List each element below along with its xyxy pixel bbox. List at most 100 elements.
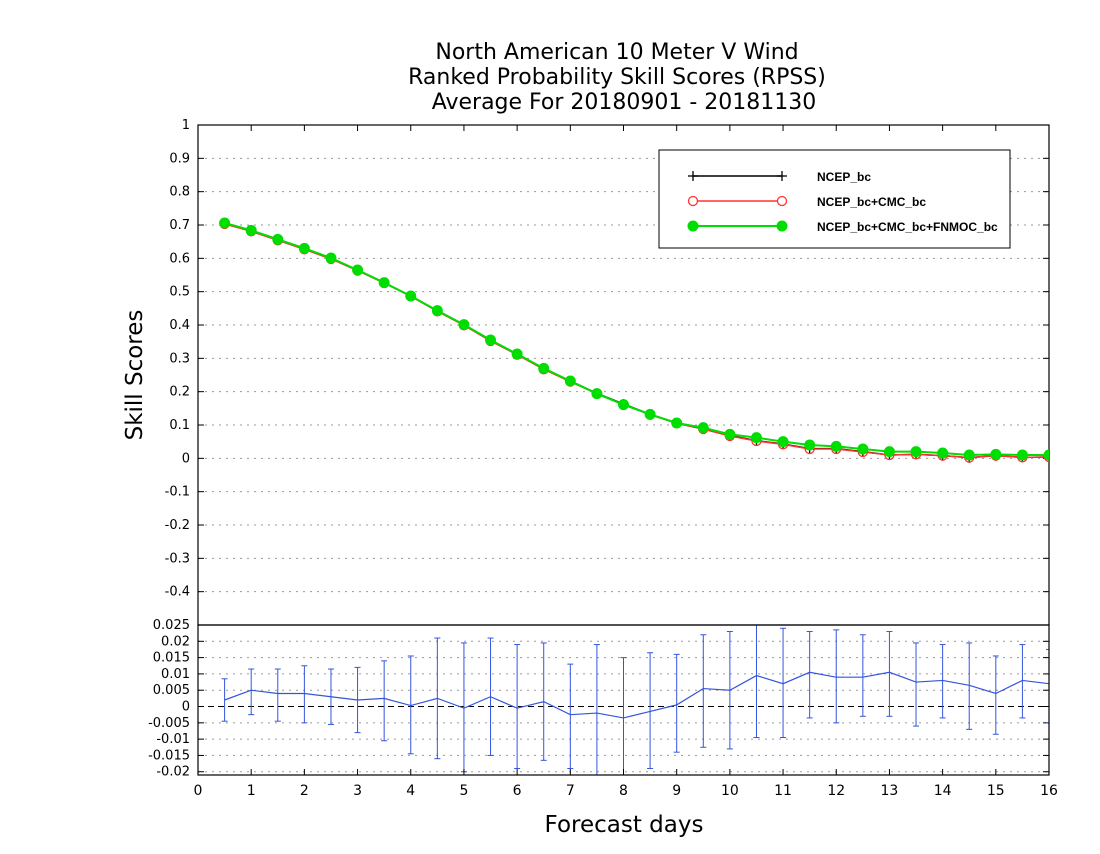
y-tick-label-diff: -0.02	[156, 765, 190, 780]
data-point	[378, 277, 390, 289]
chart-title-line-2: Ranked Probability Skill Scores (RPSS)	[408, 65, 826, 90]
y-tick-label: -0.4	[165, 585, 190, 600]
y-tick-label: 0	[182, 451, 190, 466]
y-tick-label-diff: 0.015	[153, 651, 190, 666]
error-bar	[381, 660, 388, 742]
data-point	[618, 399, 629, 411]
error-bar	[274, 668, 281, 722]
y-tick-label: 0.5	[169, 285, 190, 300]
y-tick-label-diff: 0.01	[161, 667, 190, 682]
error-bar	[620, 657, 627, 775]
data-point	[937, 447, 949, 459]
data-point	[804, 439, 816, 451]
legend: NCEP_bc NCEP_bc+CMC_bc NCEP_bc+CMC_bc+FN…	[658, 149, 1011, 249]
error-bar	[593, 644, 600, 775]
data-point	[485, 334, 497, 346]
data-point	[671, 417, 683, 429]
y-tick-label-diff: -0.01	[156, 732, 190, 747]
data-point	[219, 217, 231, 229]
error-bar	[407, 655, 414, 755]
y-tick-label-diff: 0.025	[153, 618, 190, 633]
data-point	[511, 348, 523, 360]
data-point	[857, 443, 869, 455]
difference-panel: -0.02-0.015-0.01-0.00500.0050.010.0150.0…	[148, 618, 1058, 799]
data-point	[538, 362, 550, 374]
data-point	[724, 428, 736, 440]
chart-title-line-1: North American 10 Meter V Wind	[435, 40, 798, 65]
y-tick-label: 0.1	[169, 418, 190, 433]
legend-sample-1	[688, 171, 787, 181]
y-tick-label: -0.3	[165, 551, 190, 566]
x-tick-label: 0	[194, 783, 203, 799]
y-tick-label: 0.4	[169, 318, 190, 333]
x-tick-label: 16	[1040, 783, 1058, 799]
data-point	[1016, 449, 1028, 461]
y-tick-label: 0.8	[169, 185, 190, 200]
error-bar	[966, 642, 973, 730]
error-bar	[1046, 648, 1049, 724]
y-tick-label-diff: 0.02	[161, 634, 190, 649]
y-tick-label-diff: 0.005	[153, 683, 190, 698]
data-point	[352, 264, 364, 276]
error-bar	[833, 629, 840, 724]
y-axis-label: Skill Scores	[122, 310, 148, 441]
y-tick-label: 0.2	[169, 385, 190, 400]
y-tick-label-diff: -0.015	[148, 748, 190, 763]
y-tick-label: 0.9	[169, 151, 190, 166]
error-bar	[700, 634, 707, 748]
data-point	[990, 448, 1002, 460]
data-point	[883, 446, 895, 458]
y-tick-label: 0.3	[169, 351, 190, 366]
y-tick-label: 0.7	[169, 218, 190, 233]
x-tick-label: 1	[247, 783, 256, 799]
error-bar	[673, 653, 680, 753]
data-point	[910, 446, 922, 458]
y-tick-label: -0.2	[165, 518, 190, 533]
y-tick-label: -0.1	[165, 485, 190, 500]
legend-label-ncep-bc: NCEP_bc	[817, 170, 871, 184]
error-bar	[939, 644, 946, 719]
x-tick-label: 4	[406, 783, 415, 799]
x-tick-label: 7	[566, 783, 575, 799]
y-tick-label: 0.6	[169, 251, 190, 266]
error-bar	[753, 625, 760, 738]
x-tick-label: 13	[881, 783, 899, 799]
x-tick-label: 8	[619, 783, 628, 799]
x-axis-label: Forecast days	[545, 812, 704, 838]
error-bar	[514, 644, 521, 769]
difference-line	[224, 671, 1049, 719]
data-point	[777, 436, 789, 448]
y-tick-label-diff: 0	[182, 700, 190, 715]
x-tick-label: 15	[987, 783, 1005, 799]
error-bar	[1019, 644, 1026, 719]
x-tick-label: 12	[827, 783, 845, 799]
error-bar	[859, 634, 866, 717]
series-line-1	[224, 222, 1049, 459]
data-point	[245, 224, 257, 236]
legend-label-ncep-cmc-fnmoc: NCEP_bc+CMC_bc+FNMOC_bc	[817, 220, 998, 234]
y-tick-label: 1	[182, 118, 190, 133]
x-tick-label: 6	[513, 783, 522, 799]
data-point	[750, 432, 762, 444]
chart-title-line-3: Average For 20180901 - 20181130	[432, 90, 817, 115]
legend-label-ncep-cmc: NCEP_bc+CMC_bc	[817, 195, 926, 209]
data-point	[298, 242, 310, 254]
x-tick-label: 3	[353, 783, 362, 799]
error-bar	[567, 663, 574, 769]
error-bar	[886, 631, 893, 717]
series-line-3	[224, 222, 1049, 457]
data-point	[1043, 449, 1049, 461]
legend-sample-2	[687, 195, 788, 207]
x-tick-label: 9	[672, 783, 681, 799]
data-point	[272, 233, 284, 245]
data-point	[591, 388, 603, 400]
data-point	[963, 449, 975, 461]
data-point	[644, 408, 656, 420]
x-tick-label: 10	[721, 783, 739, 799]
data-point	[458, 319, 470, 331]
error-bar	[780, 627, 787, 738]
x-tick-label: 11	[774, 783, 792, 799]
y-tick-label-diff: -0.005	[148, 716, 190, 731]
legend-sample-3	[687, 220, 788, 232]
